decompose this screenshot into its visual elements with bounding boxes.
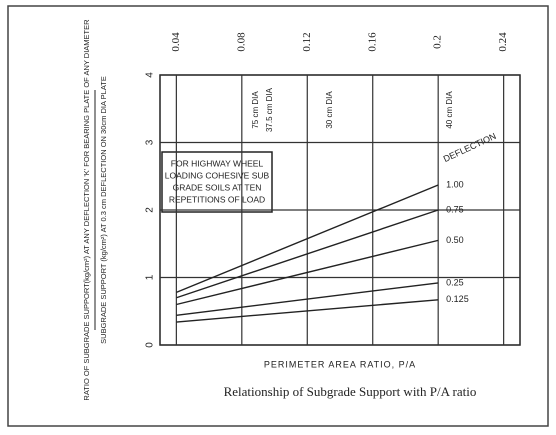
x-tick-label: 0.08 xyxy=(235,32,247,52)
series-label: 0.50 xyxy=(446,235,464,245)
plate-label: 75 cm DIA xyxy=(251,91,260,129)
series-label: 0.25 xyxy=(446,277,464,287)
series-line xyxy=(176,299,439,323)
plate-label: 37.5 cm DIA xyxy=(265,87,274,132)
y-tick-label: 4 xyxy=(145,72,156,78)
x-tick-label: 0.16 xyxy=(366,32,378,52)
y-tick-label: 0 xyxy=(145,342,156,348)
annotation-box xyxy=(161,151,273,213)
annotation: LOADING COHESIVE SUB xyxy=(165,170,270,180)
series-label: 0.125 xyxy=(446,294,469,304)
annotation: REPETITIONS OF LOAD xyxy=(169,194,265,204)
x-tick-label: 0.04 xyxy=(170,32,182,52)
legend-title: DEFLECTION xyxy=(442,131,498,164)
series-label: 1.00 xyxy=(446,179,464,189)
annotation: FOR HIGHWAY WHEEL xyxy=(171,158,264,168)
y-axis-label-group: RATIO OF SUBGRADE SUPPORT(kg/cm²) AT ANY… xyxy=(82,19,108,401)
x-axis-label: PERIMETER AREA RATIO, P/A xyxy=(264,359,416,369)
series-line xyxy=(176,184,439,293)
y-tick-label: 3 xyxy=(145,139,156,145)
series-line xyxy=(176,239,439,306)
frame xyxy=(7,5,549,427)
y-tick-label: 1 xyxy=(145,274,156,280)
y-axis-label: SUBGRADE SUPPORT (kg/cm²) AT 0.3 cm DEFL… xyxy=(99,76,108,344)
series-line xyxy=(176,282,439,316)
y-axis-label: RATIO OF SUBGRADE SUPPORT(kg/cm²) AT ANY… xyxy=(82,19,91,401)
annotation: GRADE SOILS AT TEN xyxy=(173,182,262,192)
x-tick-label: 0.12 xyxy=(301,32,313,51)
plate-label: 40 cm DIA xyxy=(445,91,454,129)
x-tick-label: 0.2 xyxy=(432,35,444,49)
plate-label: 30 cm DIA xyxy=(325,91,334,129)
caption: Relationship of Subgrade Support with P/… xyxy=(224,384,477,399)
y-tick-label: 2 xyxy=(145,207,156,213)
series-label: 0.75 xyxy=(446,204,464,214)
x-tick-label: 0.24 xyxy=(497,32,509,52)
series-line xyxy=(176,209,439,299)
